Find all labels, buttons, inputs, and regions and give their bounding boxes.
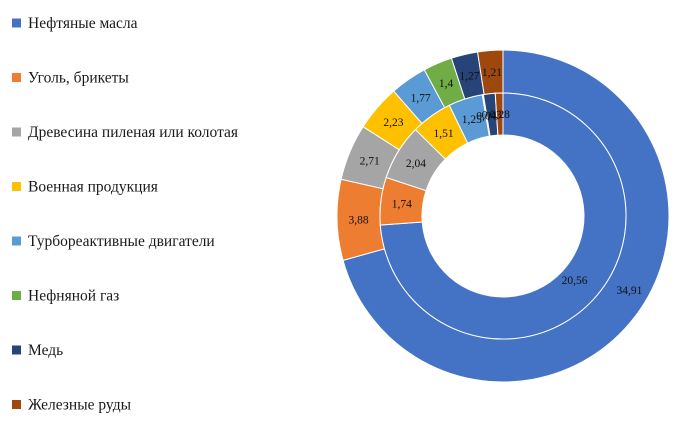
legend-swatch-item-6 (12, 291, 21, 300)
inner-ring-slice-item-8 (494, 92, 504, 136)
outer-ring-label-item-3: 2,71 (360, 155, 380, 167)
legend-label-item-1: Нефтяные масла (28, 15, 138, 32)
outer-ring-label-item-1: 34,91 (617, 285, 643, 297)
outer-ring-label-item-7: 1,27 (459, 70, 479, 82)
inner-ring-label-item-8: 0,28 (490, 109, 510, 121)
outer-ring-label-item-6: 1,4 (439, 78, 454, 90)
legend-swatch-item-5 (12, 236, 21, 246)
outer-ring-label-item-4: 2,23 (383, 117, 403, 129)
legend-label-item-4: Военная продукция (28, 179, 158, 196)
legend-label-item-3: Древесина пиленая или колотая (28, 124, 238, 141)
legend-swatch-item-2 (12, 73, 21, 82)
legend-swatch-item-3 (12, 127, 21, 137)
outer-ring-label-item-5: 1,77 (411, 92, 431, 104)
legend: Нефтяные масла Уголь, брикеты Древесина пи… (12, 15, 238, 414)
legend-label-item-2: Уголь, брикеты (28, 70, 129, 87)
legend-swatch-item-4 (12, 182, 21, 191)
legend-swatch-item-8 (12, 400, 21, 409)
inner-ring-label-item-3: 2,04 (406, 158, 426, 170)
legend-label-item-8: Железные руды (28, 397, 132, 414)
outer-ring-label-item-8: 1,21 (482, 67, 502, 79)
outer-ring-label-item-2: 3,88 (348, 214, 368, 226)
inner-ring-label-item-4: 1,51 (434, 128, 454, 140)
inner-ring-label-item-6: 0,04 (476, 110, 496, 122)
legend-label-item-5: Турбореактивные двигатели (28, 233, 215, 250)
inner-ring-label-item-1: 20,56 (562, 275, 588, 287)
legend-swatch-item-1 (12, 18, 21, 28)
legend-swatch-item-7 (12, 345, 21, 355)
legend-label-item-7: Медь (28, 342, 63, 359)
inner-ring-label-item-5: 1,25 (462, 114, 482, 126)
legend-label-item-6: Нефняной газ (28, 288, 119, 305)
inner-ring-label-item-2: 1,74 (392, 199, 412, 211)
inner-ring-slice-item-1 (379, 92, 627, 340)
inner-ring-label-item-7: 0,43 (482, 110, 502, 122)
doughnut-rings (336, 49, 670, 383)
data-labels: 34,91 3,88 2,71 2,23 1,77 1,4 1,27 1,21 20,56 1,7… (348, 67, 642, 297)
